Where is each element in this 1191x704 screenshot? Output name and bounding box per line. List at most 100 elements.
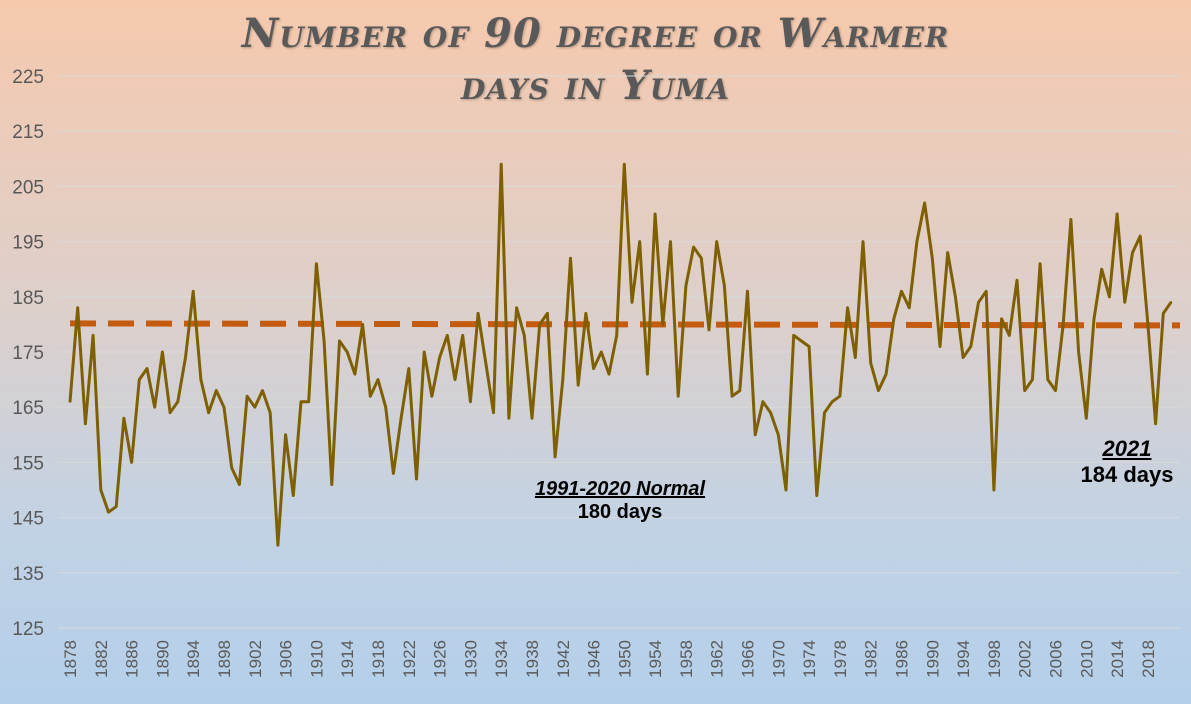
- data-point: [1146, 323, 1150, 326]
- normal-line: [69, 320, 1181, 329]
- data-point: [1169, 301, 1173, 304]
- x-tick-label: 1910: [307, 640, 326, 678]
- data-point: [315, 262, 318, 265]
- y-tick-label: 125: [12, 619, 44, 640]
- data-point: [138, 378, 141, 381]
- data-point: [707, 328, 711, 332]
- data-point: [646, 372, 649, 376]
- data-point: [184, 356, 187, 359]
- data-point: [345, 350, 349, 354]
- data-point: [530, 417, 534, 420]
- x-tick-label: 1954: [646, 640, 665, 678]
- data-point: [761, 400, 765, 403]
- x-tick-label: 1918: [369, 640, 388, 678]
- data-point: [1038, 262, 1042, 265]
- normal-annotation-title: 1991-2020 Normal: [534, 478, 706, 500]
- data-point: [407, 367, 410, 370]
- data-point: [684, 284, 688, 287]
- data-point: [1008, 334, 1011, 337]
- data-point: [1046, 378, 1050, 381]
- data-point: [985, 290, 988, 293]
- data-point: [792, 334, 795, 337]
- data-point: [176, 400, 179, 403]
- x-tick-label: 1946: [585, 640, 604, 678]
- data-point: [230, 466, 233, 470]
- data-point: [1123, 301, 1127, 304]
- y-tick-label: 195: [12, 233, 44, 254]
- data-point: [1023, 389, 1026, 392]
- data-point: [207, 411, 210, 414]
- data-point: [1000, 317, 1003, 321]
- data-point: [1108, 295, 1111, 298]
- data-point: [669, 240, 672, 243]
- data-point: [1100, 268, 1103, 271]
- data-point: [484, 361, 487, 365]
- data-point: [892, 317, 896, 321]
- data-point: [700, 256, 703, 260]
- data-point: [546, 312, 549, 315]
- data-point: [754, 433, 757, 436]
- x-tick-label: 1986: [893, 640, 912, 678]
- data-point: [908, 306, 911, 310]
- x-tick-label: 1990: [923, 640, 942, 678]
- x-tick-label: 1994: [954, 640, 973, 678]
- data-point: [215, 389, 218, 392]
- latest-annotation: 2021 184 days: [1062, 436, 1191, 488]
- data-point: [569, 256, 572, 260]
- x-tick-label: 1882: [92, 640, 111, 678]
- data-point: [946, 251, 949, 254]
- data-point: [677, 394, 680, 398]
- data-point: [1069, 218, 1073, 221]
- x-tick-label: 1966: [739, 640, 758, 678]
- data-point: [915, 240, 919, 243]
- data-point: [730, 394, 734, 398]
- data-point: [823, 411, 826, 414]
- data-point: [800, 339, 803, 343]
- data-point: [1154, 422, 1157, 425]
- y-tick-label: 185: [12, 288, 44, 309]
- x-tick-label: 1930: [461, 640, 480, 678]
- data-point: [145, 367, 149, 370]
- data-point: [507, 417, 511, 420]
- y-tick-label: 215: [12, 122, 44, 143]
- data-point: [461, 334, 464, 337]
- normal-annotation: 1991-2020 Normal 180 days: [500, 478, 740, 524]
- data-point: [268, 411, 272, 414]
- chart-title-line-1: Number of 90 degree or Warmer: [241, 10, 950, 57]
- data-point: [168, 411, 172, 414]
- x-tick-label: 1898: [215, 640, 234, 678]
- x-tick-label: 1978: [831, 640, 850, 678]
- data-point: [253, 406, 256, 409]
- data-point: [923, 201, 926, 205]
- data-point: [307, 400, 310, 403]
- x-tick-label: 1894: [184, 640, 203, 678]
- x-tick-label: 1890: [153, 640, 172, 678]
- data-point: [692, 245, 695, 249]
- data-point: [1015, 279, 1019, 282]
- data-point: [430, 394, 434, 398]
- data-point: [715, 240, 718, 243]
- x-tick-label: 1958: [677, 640, 696, 678]
- data-point: [453, 378, 457, 381]
- normal-annotation-value: 180 days: [577, 501, 663, 523]
- data-point: [191, 290, 195, 293]
- data-point: [884, 372, 888, 376]
- data-point: [130, 461, 133, 464]
- data-point: [1054, 389, 1057, 392]
- data-point: [469, 400, 472, 403]
- chart-title-line-2: days in Yuma: [460, 62, 731, 109]
- data-point: [284, 433, 287, 436]
- data-point: [338, 339, 341, 343]
- data-point: [592, 367, 595, 370]
- data-point: [438, 356, 441, 359]
- data-point: [1085, 417, 1088, 420]
- x-tick-label: 1974: [800, 640, 819, 678]
- data-point: [292, 494, 295, 497]
- x-tick-label: 1938: [523, 640, 542, 678]
- x-tick-label: 1998: [985, 640, 1004, 678]
- data-point: [584, 312, 588, 315]
- data-point: [784, 488, 788, 492]
- data-point: [861, 240, 865, 243]
- gridlines: [58, 75, 1180, 629]
